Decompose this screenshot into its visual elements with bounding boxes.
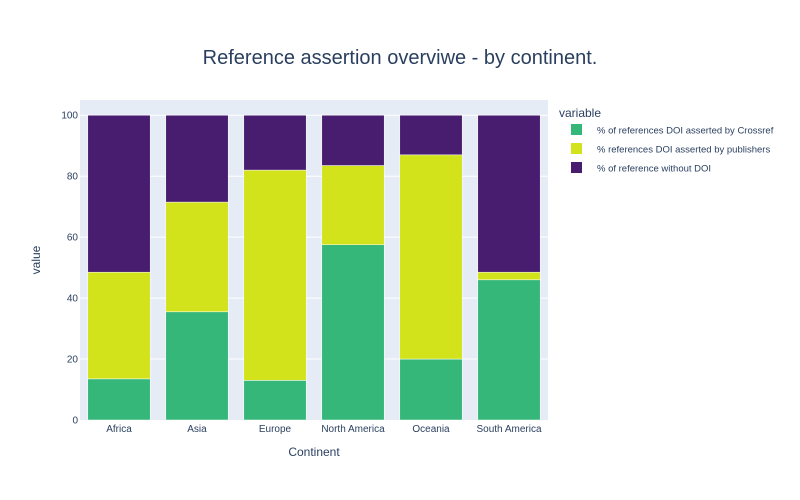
bar-segment[interactable] [477,271,541,281]
x-tick-label: Asia [187,424,207,435]
bar-segment[interactable] [321,165,385,246]
legend-item[interactable]: % references DOI asserted by publishers [571,143,770,156]
legend-label: % references DOI asserted by publishers [597,145,770,156]
x-ticks: Africa Asia Europe North America Oceania Sout… [106,424,542,435]
bar-segment[interactable] [399,154,463,360]
bar-segment[interactable] [321,114,385,166]
y-ticks: 0 20 40 60 80 100 [61,111,78,427]
bar-segment[interactable] [243,380,307,421]
y-axis-title: value [29,245,43,274]
y-tick-label: 80 [67,172,79,183]
bar-segment[interactable] [87,378,151,421]
bar-segment[interactable] [243,169,307,381]
y-tick-label: 100 [61,111,78,122]
legend-title: variable [559,106,601,120]
bar-segment[interactable] [243,114,307,171]
plot-background [80,100,548,420]
x-tick-label: Europe [259,424,292,435]
y-tick-label: 0 [72,416,78,427]
legend-swatch [571,124,582,135]
legend-item[interactable]: % of reference without DOI [571,162,711,175]
x-tick-label: South America [476,424,541,435]
bar-segment[interactable] [87,271,151,380]
gridlines [80,114,548,360]
bar-segment[interactable] [165,114,229,203]
y-tick-label: 60 [67,233,79,244]
bar-segment[interactable] [165,311,229,421]
x-axis-title: Continent [288,445,340,459]
legend[interactable]: variable % of references DOI asserted by… [559,106,774,175]
bar-segment[interactable] [165,201,229,313]
y-tick-label: 40 [67,294,79,305]
bar-segment[interactable] [477,279,541,421]
legend-swatch [571,143,582,154]
bar-segment[interactable] [87,114,151,273]
x-tick-label: North America [321,424,385,435]
bar-segment[interactable] [321,244,385,421]
legend-label: % of reference without DOI [597,164,711,175]
bar-segment[interactable] [399,358,463,421]
bar-segment[interactable] [399,114,463,156]
bars [87,114,541,421]
chart-title: Reference assertion overviwe - by contin… [203,47,598,69]
legend-label: % of references DOI asserted by Crossref [597,126,774,137]
x-tick-label: Africa [106,424,132,435]
legend-swatch [571,162,582,173]
y-tick-label: 20 [67,355,79,366]
x-tick-label: Oceania [412,424,450,435]
legend-item[interactable]: % of references DOI asserted by Crossref [571,124,774,137]
bar-segment[interactable] [477,114,541,273]
